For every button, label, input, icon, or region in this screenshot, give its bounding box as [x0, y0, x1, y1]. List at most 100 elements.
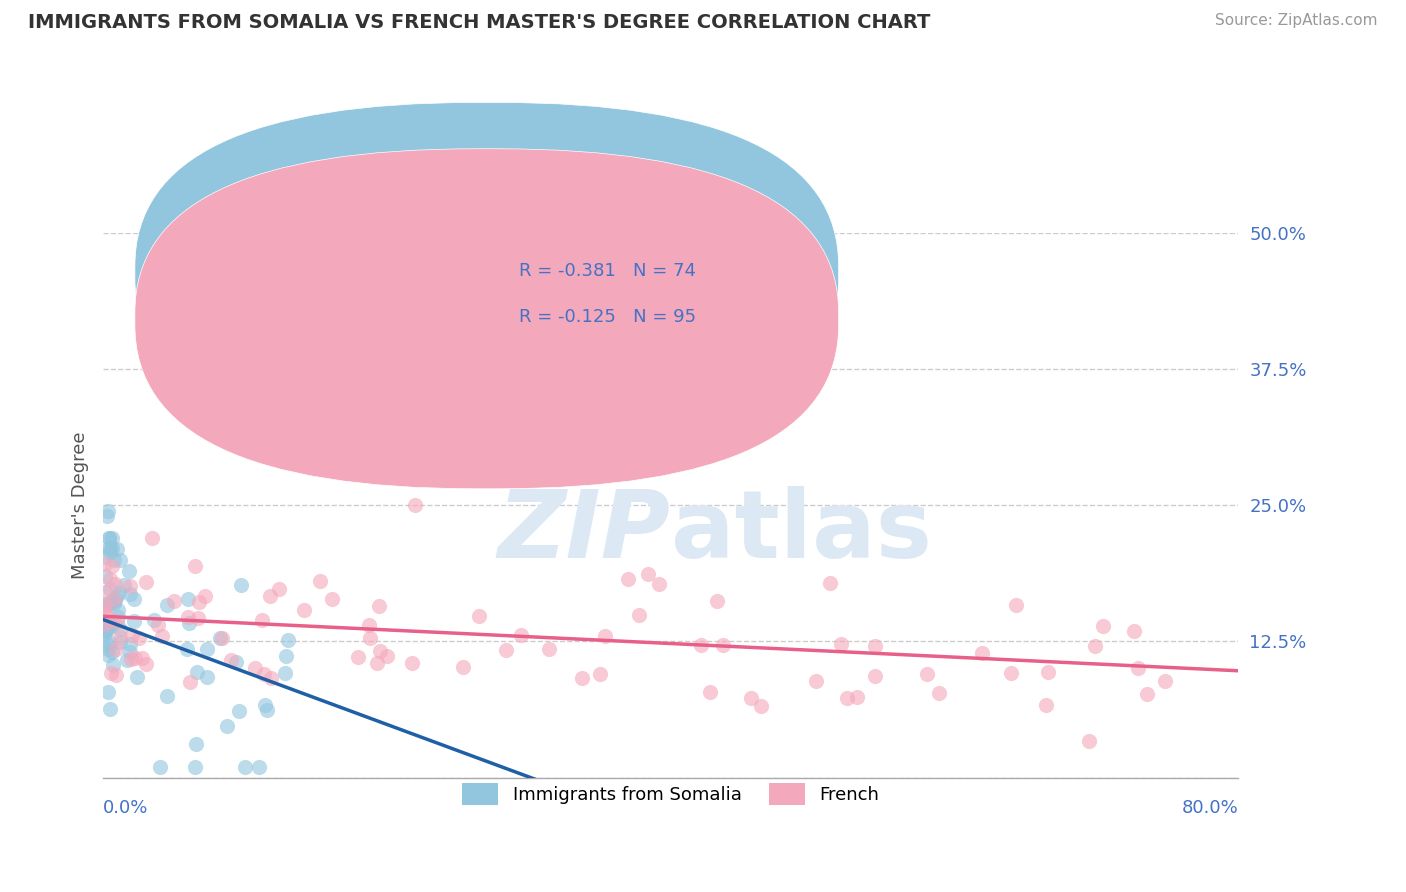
Point — [211, 632, 233, 646]
Point — [98, 702, 121, 716]
Point — [260, 671, 283, 685]
Point — [830, 637, 852, 651]
Legend: Immigrants from Somalia, French: Immigrants from Somalia, French — [456, 776, 886, 812]
Point — [177, 592, 200, 607]
Point — [256, 703, 278, 717]
Point — [120, 651, 142, 665]
Point — [100, 666, 122, 681]
Point — [593, 629, 616, 643]
Point — [495, 643, 517, 657]
Point — [96, 595, 118, 609]
Point — [187, 611, 209, 625]
Point — [122, 591, 145, 606]
Point — [103, 596, 125, 610]
Text: IMMIGRANTS FROM SOMALIA VS FRENCH MASTER'S DEGREE CORRELATION CHART: IMMIGRANTS FROM SOMALIA VS FRENCH MASTER… — [28, 13, 931, 32]
Point — [1035, 698, 1057, 713]
Point — [367, 599, 389, 614]
Point — [366, 657, 388, 671]
Text: R = -0.125   N = 95: R = -0.125 N = 95 — [519, 308, 696, 326]
Point — [156, 689, 179, 703]
Point — [637, 567, 659, 582]
Point — [101, 645, 124, 659]
Point — [631, 258, 654, 272]
Point — [93, 603, 115, 617]
Point — [225, 655, 247, 669]
Point — [107, 610, 129, 624]
Point — [100, 559, 122, 574]
Point — [863, 640, 886, 654]
Point — [648, 577, 671, 591]
Point — [740, 691, 762, 706]
Point — [96, 598, 118, 612]
Point — [108, 552, 131, 566]
FancyBboxPatch shape — [135, 103, 838, 442]
Point — [1126, 661, 1149, 675]
Point — [846, 690, 869, 705]
Point — [93, 624, 115, 638]
Point — [128, 631, 150, 645]
Point — [103, 591, 125, 606]
Point — [98, 531, 121, 545]
Point — [142, 614, 165, 628]
Point — [510, 628, 533, 642]
Point — [124, 614, 146, 628]
Point — [219, 653, 242, 667]
Point — [93, 607, 115, 622]
Point — [1000, 665, 1022, 680]
Point — [100, 619, 122, 633]
Point — [706, 594, 728, 608]
Point — [1123, 624, 1146, 639]
Point — [404, 498, 426, 512]
Point — [104, 591, 127, 605]
Point — [97, 648, 120, 662]
Point — [254, 698, 277, 712]
Point — [93, 599, 115, 614]
Point — [94, 617, 117, 632]
Text: Source: ZipAtlas.com: Source: ZipAtlas.com — [1215, 13, 1378, 29]
Point — [100, 618, 122, 632]
Point — [98, 596, 121, 610]
Text: R = -0.381   N = 74: R = -0.381 N = 74 — [519, 262, 696, 280]
Point — [628, 607, 651, 622]
Point — [309, 574, 332, 588]
Point — [276, 648, 298, 663]
Point — [243, 661, 266, 675]
Point — [321, 591, 343, 606]
Point — [184, 759, 207, 773]
Point — [773, 345, 796, 359]
Point — [277, 633, 299, 648]
Point — [98, 582, 121, 596]
Point — [928, 686, 950, 700]
Point — [127, 670, 149, 684]
Point — [120, 637, 142, 651]
Point — [97, 503, 120, 517]
FancyBboxPatch shape — [444, 244, 807, 347]
Point — [149, 759, 172, 773]
Point — [818, 576, 841, 591]
Point — [1084, 639, 1107, 653]
Point — [105, 642, 128, 657]
Point — [368, 644, 391, 658]
Point — [104, 577, 127, 591]
Y-axis label: Master's Degree: Master's Degree — [72, 432, 89, 579]
Point — [105, 541, 128, 556]
Point — [689, 638, 711, 652]
Point — [124, 651, 146, 665]
Point — [120, 586, 142, 600]
Point — [107, 603, 129, 617]
Point — [110, 630, 132, 644]
Point — [179, 675, 201, 690]
Point — [148, 618, 170, 632]
Point — [195, 641, 218, 656]
Point — [1091, 619, 1114, 633]
Point — [1135, 687, 1157, 701]
Point — [118, 579, 141, 593]
Point — [401, 656, 423, 670]
Point — [972, 646, 994, 660]
Point — [105, 615, 128, 629]
Point — [112, 577, 135, 591]
Point — [163, 594, 186, 608]
Point — [749, 699, 772, 714]
Point — [292, 603, 315, 617]
Point — [104, 668, 127, 682]
